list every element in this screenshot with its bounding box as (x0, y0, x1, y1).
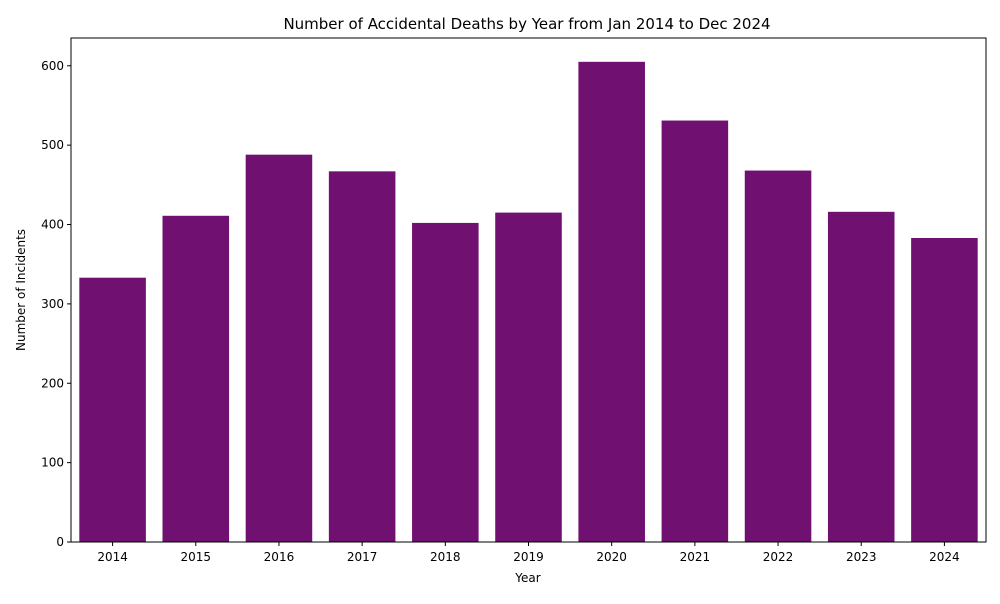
x-tick-label: 2015 (180, 550, 211, 564)
bar-2024 (911, 238, 978, 542)
x-axis-label: Year (514, 571, 540, 585)
y-tick-label: 600 (41, 59, 64, 73)
x-axis: 2014 2015 2016 2017 2018 2019 2020 2021 2022 2023… (97, 542, 960, 564)
x-tick-label: 2016 (264, 550, 295, 564)
x-tick-label: 2020 (596, 550, 627, 564)
chart-title: Number of Accidental Deaths by Year from… (283, 15, 770, 33)
y-axis-label: Number of Incidents (14, 229, 28, 351)
y-tick-label: 200 (41, 376, 64, 390)
bar-2020 (578, 61, 645, 543)
y-axis: 0 100 200 300 400 500 600 (41, 59, 71, 549)
bar-2015 (162, 215, 230, 543)
x-tick-label: 2019 (513, 550, 544, 564)
x-tick-label: 2024 (929, 550, 960, 564)
bar-2018 (412, 222, 479, 542)
x-tick-label: 2018 (430, 550, 461, 564)
y-tick-label: 500 (41, 138, 64, 152)
bar-2022 (744, 170, 812, 543)
x-tick-label: 2021 (680, 550, 711, 564)
bar-2019 (495, 212, 562, 543)
x-tick-label: 2014 (97, 550, 128, 564)
x-tick-label: 2022 (763, 550, 794, 564)
bar-2023 (827, 211, 895, 542)
y-tick-label: 400 (41, 218, 64, 232)
x-tick-label: 2017 (347, 550, 378, 564)
y-tick-label: 300 (41, 297, 64, 311)
plot-frame (70, 37, 987, 543)
y-tick-label: 100 (41, 456, 64, 470)
y-tick-label: 0 (56, 535, 64, 549)
bar-2014 (79, 277, 146, 542)
bar-2021 (661, 120, 729, 542)
bars-group (79, 61, 978, 543)
bar-2016 (245, 154, 313, 543)
bar-2017 (328, 171, 396, 542)
x-tick-label: 2023 (846, 550, 877, 564)
